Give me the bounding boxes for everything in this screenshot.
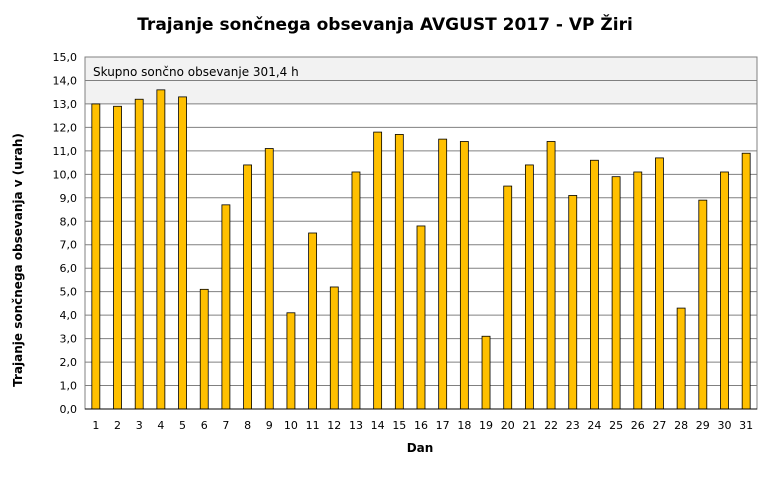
x-tick-label: 3 (136, 419, 143, 432)
y-tick-label: 1,0 (60, 380, 78, 393)
y-tick-label: 2,0 (60, 356, 78, 369)
y-tick-label: 12,0 (53, 121, 78, 134)
bar (373, 131, 383, 410)
x-tick-label: 6 (201, 419, 208, 432)
x-tick-label: 28 (674, 419, 688, 432)
bar (676, 307, 686, 410)
plot-area: 0,01,02,03,04,05,06,07,08,09,010,011,012… (53, 51, 758, 432)
x-tick-label: 10 (284, 419, 298, 432)
y-tick-label: 15,0 (53, 51, 78, 64)
y-tick-label: 14,0 (53, 74, 78, 87)
y-tick-label: 4,0 (60, 309, 78, 322)
bar (394, 134, 404, 410)
bar (568, 195, 578, 410)
y-tick-label: 10,0 (53, 168, 78, 181)
bar (91, 103, 101, 410)
bar (243, 164, 252, 410)
x-tick-label: 29 (696, 419, 710, 432)
y-tick-label: 13,0 (53, 98, 78, 111)
bar (590, 159, 599, 410)
bar (438, 138, 448, 410)
x-tick-label: 30 (717, 419, 731, 432)
y-tick-label: 0,0 (60, 403, 78, 416)
total-annotation: Skupno sončno obsevanje 301,4 h (93, 65, 299, 79)
x-tick-label: 25 (609, 419, 623, 432)
x-tick-label: 27 (652, 419, 666, 432)
y-tick-label: 5,0 (60, 286, 78, 299)
bar (351, 171, 361, 410)
bar (199, 288, 209, 410)
x-tick-label: 15 (392, 419, 406, 432)
chart-title: Trajanje sončnega obsevanja AVGUST 2017 … (137, 13, 633, 35)
bar (156, 89, 166, 410)
x-tick-label: 24 (587, 419, 601, 432)
x-tick-label: 12 (327, 419, 341, 432)
y-tick-label: 11,0 (53, 145, 78, 158)
bar (481, 335, 491, 410)
bar (720, 171, 729, 410)
bar (503, 185, 513, 410)
x-tick-label: 1 (92, 419, 99, 432)
bar (113, 105, 122, 410)
x-axis-label: Dan (407, 441, 434, 455)
bar (633, 171, 643, 410)
bar (329, 286, 339, 410)
y-tick-label: 7,0 (60, 239, 78, 252)
bar (221, 204, 231, 410)
bar (416, 225, 426, 410)
bar (308, 232, 318, 410)
x-tick-label: 16 (414, 419, 428, 432)
x-tick-label: 21 (522, 419, 536, 432)
bar (264, 148, 274, 410)
bar (741, 152, 751, 410)
x-tick-label: 18 (457, 419, 471, 432)
x-tick-label: 19 (479, 419, 493, 432)
bar (524, 164, 534, 410)
x-tick-label: 13 (349, 419, 363, 432)
x-tick-label: 5 (179, 419, 186, 432)
y-tick-label: 8,0 (60, 215, 78, 228)
y-tick-label: 9,0 (60, 192, 78, 205)
bar (698, 199, 708, 410)
y-tick-label: 6,0 (60, 262, 78, 275)
x-tick-label: 9 (266, 419, 273, 432)
bar (459, 141, 469, 410)
x-tick-label: 31 (739, 419, 753, 432)
bar (546, 141, 556, 410)
x-tick-label: 22 (544, 419, 558, 432)
bar (611, 176, 621, 410)
bar (178, 96, 187, 410)
x-tick-label: 4 (157, 419, 164, 432)
x-tick-label: 11 (306, 419, 320, 432)
x-tick-label: 26 (631, 419, 645, 432)
x-tick-label: 17 (436, 419, 450, 432)
bar (286, 312, 296, 410)
x-tick-label: 7 (222, 419, 229, 432)
x-tick-label: 20 (501, 419, 515, 432)
bar (134, 98, 144, 410)
x-tick-label: 23 (566, 419, 580, 432)
y-tick-label: 3,0 (60, 333, 78, 346)
y-axis-label: Trajanje sončnega obsevanja v (urah) (11, 133, 25, 387)
x-tick-label: 14 (371, 419, 385, 432)
x-tick-label: 2 (114, 419, 121, 432)
bar (655, 157, 664, 410)
x-tick-label: 8 (244, 419, 251, 432)
